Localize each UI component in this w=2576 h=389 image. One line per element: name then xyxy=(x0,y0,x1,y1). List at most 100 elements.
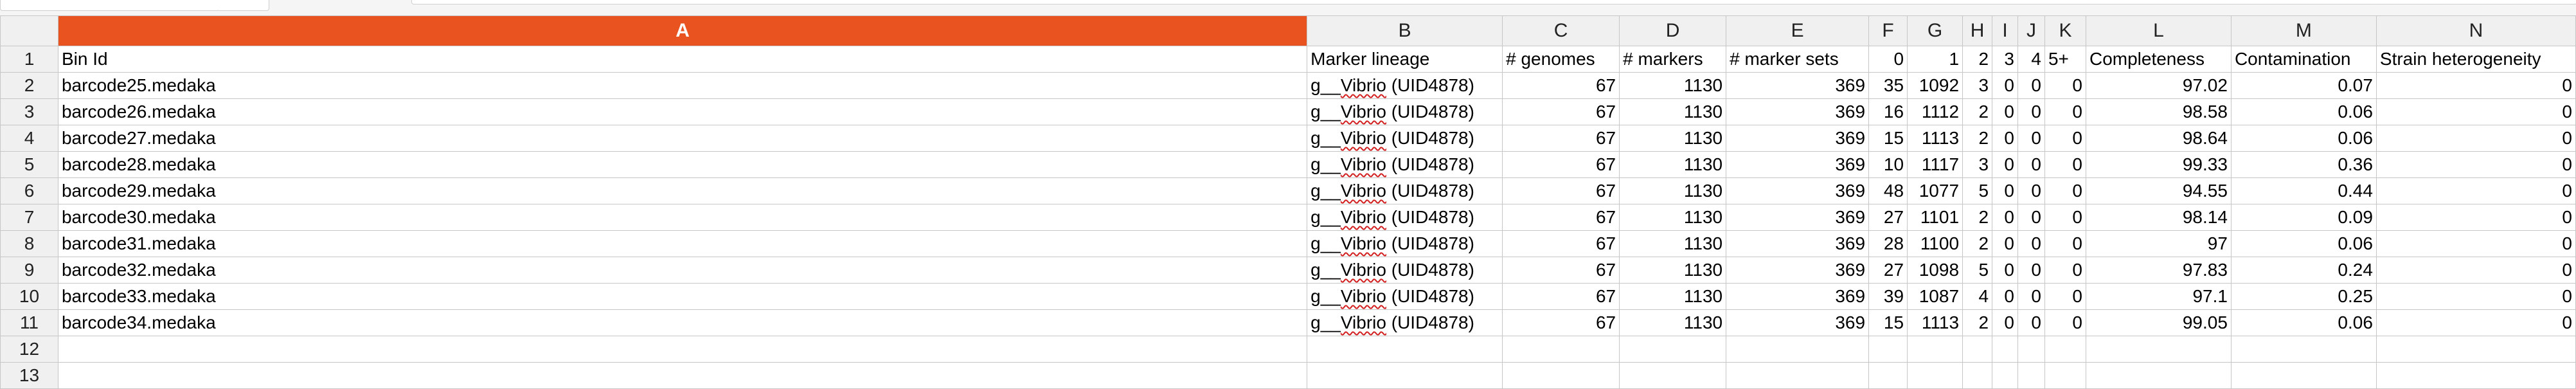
cell-contamination[interactable]: 0.06 xyxy=(2230,309,2377,336)
cell-marker-sets-header[interactable]: # marker sets xyxy=(1726,46,1870,73)
cell-strain-heterogeneity[interactable]: 0 xyxy=(2375,257,2576,284)
cell-strain-heterogeneity[interactable]: 0 xyxy=(2375,151,2576,178)
cell-completeness[interactable]: 99.33 xyxy=(2085,151,2232,178)
row-header[interactable]: 3 xyxy=(0,98,58,125)
column-header-b[interactable]: B xyxy=(1307,15,1503,46)
empty-cell[interactable] xyxy=(2375,362,2576,389)
cell-strain-heterogeneity[interactable]: 0 xyxy=(2375,72,2576,99)
empty-cell[interactable] xyxy=(2230,336,2377,363)
cell-completeness[interactable]: 97.02 xyxy=(2085,72,2232,99)
row-header[interactable]: 2 xyxy=(0,72,58,99)
cell-count-0[interactable]: 15 xyxy=(1868,125,1908,152)
row-header[interactable]: 9 xyxy=(0,257,58,284)
cell-completeness[interactable]: 98.58 xyxy=(2085,98,2232,125)
cell-marker-sets[interactable]: 369 xyxy=(1726,151,1870,178)
cell-bin-id-header[interactable]: Bin Id xyxy=(57,46,1308,73)
empty-cell[interactable] xyxy=(2044,362,2086,389)
column-header-i[interactable]: I xyxy=(1992,15,2018,46)
cell-completeness[interactable]: 94.55 xyxy=(2085,177,2232,204)
cell-marker-lineage[interactable]: g__Vibrio (UID4878) xyxy=(1307,177,1503,204)
cell-count-4[interactable]: 0 xyxy=(2017,72,2045,99)
cell-marker-lineage[interactable]: g__Vibrio (UID4878) xyxy=(1307,125,1503,152)
cell-count-5plus[interactable]: 0 xyxy=(2044,98,2086,125)
cell-genomes[interactable]: 67 xyxy=(1502,257,1620,284)
cell-genomes[interactable]: 67 xyxy=(1502,230,1620,257)
empty-cell[interactable] xyxy=(1962,362,1993,389)
cell-count-3[interactable]: 0 xyxy=(1992,72,2018,99)
cell-marker-lineage[interactable]: g__Vibrio (UID4878) xyxy=(1307,309,1503,336)
cell-bin-id[interactable]: barcode29.medaka xyxy=(57,177,1308,204)
row-header[interactable]: 5 xyxy=(0,151,58,178)
cell-count-4[interactable]: 0 xyxy=(2017,204,2045,231)
empty-cell[interactable] xyxy=(57,362,1308,389)
cell-completeness[interactable]: 98.64 xyxy=(2085,125,2232,152)
column-header-c[interactable]: C xyxy=(1502,15,1620,46)
cell-count-3[interactable]: 0 xyxy=(1992,98,2018,125)
cell-markers[interactable]: 1130 xyxy=(1619,309,1727,336)
cell-marker-sets[interactable]: 369 xyxy=(1726,177,1870,204)
formula-input[interactable] xyxy=(411,0,2576,5)
cell-marker-lineage[interactable]: g__Vibrio (UID4878) xyxy=(1307,72,1503,99)
cell-count-1[interactable]: 1077 xyxy=(1907,177,1963,204)
cell-contamination-header[interactable]: Contamination xyxy=(2230,46,2377,73)
cell-count-0[interactable]: 16 xyxy=(1868,98,1908,125)
cell-genomes[interactable]: 67 xyxy=(1502,204,1620,231)
row-header[interactable]: 10 xyxy=(0,283,58,310)
cell-count-1[interactable]: 1117 xyxy=(1907,151,1963,178)
column-header-g[interactable]: G xyxy=(1907,15,1963,46)
empty-cell[interactable] xyxy=(2044,336,2086,363)
empty-cell[interactable] xyxy=(1619,362,1727,389)
cell-strain-heterogeneity-header[interactable]: Strain heterogeneity xyxy=(2375,46,2576,73)
empty-cell[interactable] xyxy=(1907,362,1963,389)
cell-strain-heterogeneity[interactable]: 0 xyxy=(2375,309,2576,336)
empty-cell[interactable] xyxy=(1726,362,1870,389)
cell-genomes[interactable]: 67 xyxy=(1502,151,1620,178)
cell-strain-heterogeneity[interactable]: 0 xyxy=(2375,177,2576,204)
cell-count-4[interactable]: 0 xyxy=(2017,283,2045,310)
cell-count-4[interactable]: 0 xyxy=(2017,257,2045,284)
cell-count-5plus[interactable]: 0 xyxy=(2044,177,2086,204)
cell-marker-lineage[interactable]: g__Vibrio (UID4878) xyxy=(1307,204,1503,231)
empty-cell[interactable] xyxy=(2230,362,2377,389)
cell-marker-lineage[interactable]: g__Vibrio (UID4878) xyxy=(1307,230,1503,257)
empty-cell[interactable] xyxy=(2085,362,2232,389)
cell-genomes[interactable]: 67 xyxy=(1502,125,1620,152)
cell-marker-sets[interactable]: 369 xyxy=(1726,98,1870,125)
cell-contamination[interactable]: 0.06 xyxy=(2230,98,2377,125)
cell-strain-heterogeneity[interactable]: 0 xyxy=(2375,230,2576,257)
cell-markers[interactable]: 1130 xyxy=(1619,177,1727,204)
cell-count-2[interactable]: 5 xyxy=(1962,177,1993,204)
cell-count-1[interactable]: 1112 xyxy=(1907,98,1963,125)
cell-bin-id[interactable]: barcode34.medaka xyxy=(57,309,1308,336)
cell-count-4[interactable]: 0 xyxy=(2017,309,2045,336)
column-header-a[interactable]: A xyxy=(57,15,1308,46)
empty-cell[interactable] xyxy=(2017,362,2045,389)
cell-count-5plus[interactable]: 0 xyxy=(2044,204,2086,231)
cell-genomes[interactable]: 67 xyxy=(1502,283,1620,310)
cell-count-5plus[interactable]: 0 xyxy=(2044,257,2086,284)
name-box[interactable] xyxy=(0,0,220,11)
cell-marker-sets[interactable]: 369 xyxy=(1726,204,1870,231)
empty-cell[interactable] xyxy=(1307,336,1503,363)
cell-count-4-header[interactable]: 4 xyxy=(2017,46,2045,73)
cell-markers[interactable]: 1130 xyxy=(1619,98,1727,125)
cell-count-3[interactable]: 0 xyxy=(1992,309,2018,336)
empty-cell[interactable] xyxy=(1868,362,1908,389)
select-all-corner[interactable] xyxy=(0,15,58,46)
column-header-e[interactable]: E xyxy=(1726,15,1870,46)
cell-count-2[interactable]: 2 xyxy=(1962,309,1993,336)
cell-bin-id[interactable]: barcode28.medaka xyxy=(57,151,1308,178)
cell-markers-header[interactable]: # markers xyxy=(1619,46,1727,73)
cell-contamination[interactable]: 0.36 xyxy=(2230,151,2377,178)
cell-marker-sets[interactable]: 369 xyxy=(1726,283,1870,310)
column-header-n[interactable]: N xyxy=(2375,15,2576,46)
cell-count-1[interactable]: 1101 xyxy=(1907,204,1963,231)
cell-marker-sets[interactable]: 369 xyxy=(1726,72,1870,99)
cell-count-0[interactable]: 10 xyxy=(1868,151,1908,178)
cell-contamination[interactable]: 0.06 xyxy=(2230,125,2377,152)
empty-cell[interactable] xyxy=(1726,336,1870,363)
cell-completeness[interactable]: 99.05 xyxy=(2085,309,2232,336)
empty-cell[interactable] xyxy=(1502,362,1620,389)
cell-contamination[interactable]: 0.44 xyxy=(2230,177,2377,204)
cell-strain-heterogeneity[interactable]: 0 xyxy=(2375,283,2576,310)
